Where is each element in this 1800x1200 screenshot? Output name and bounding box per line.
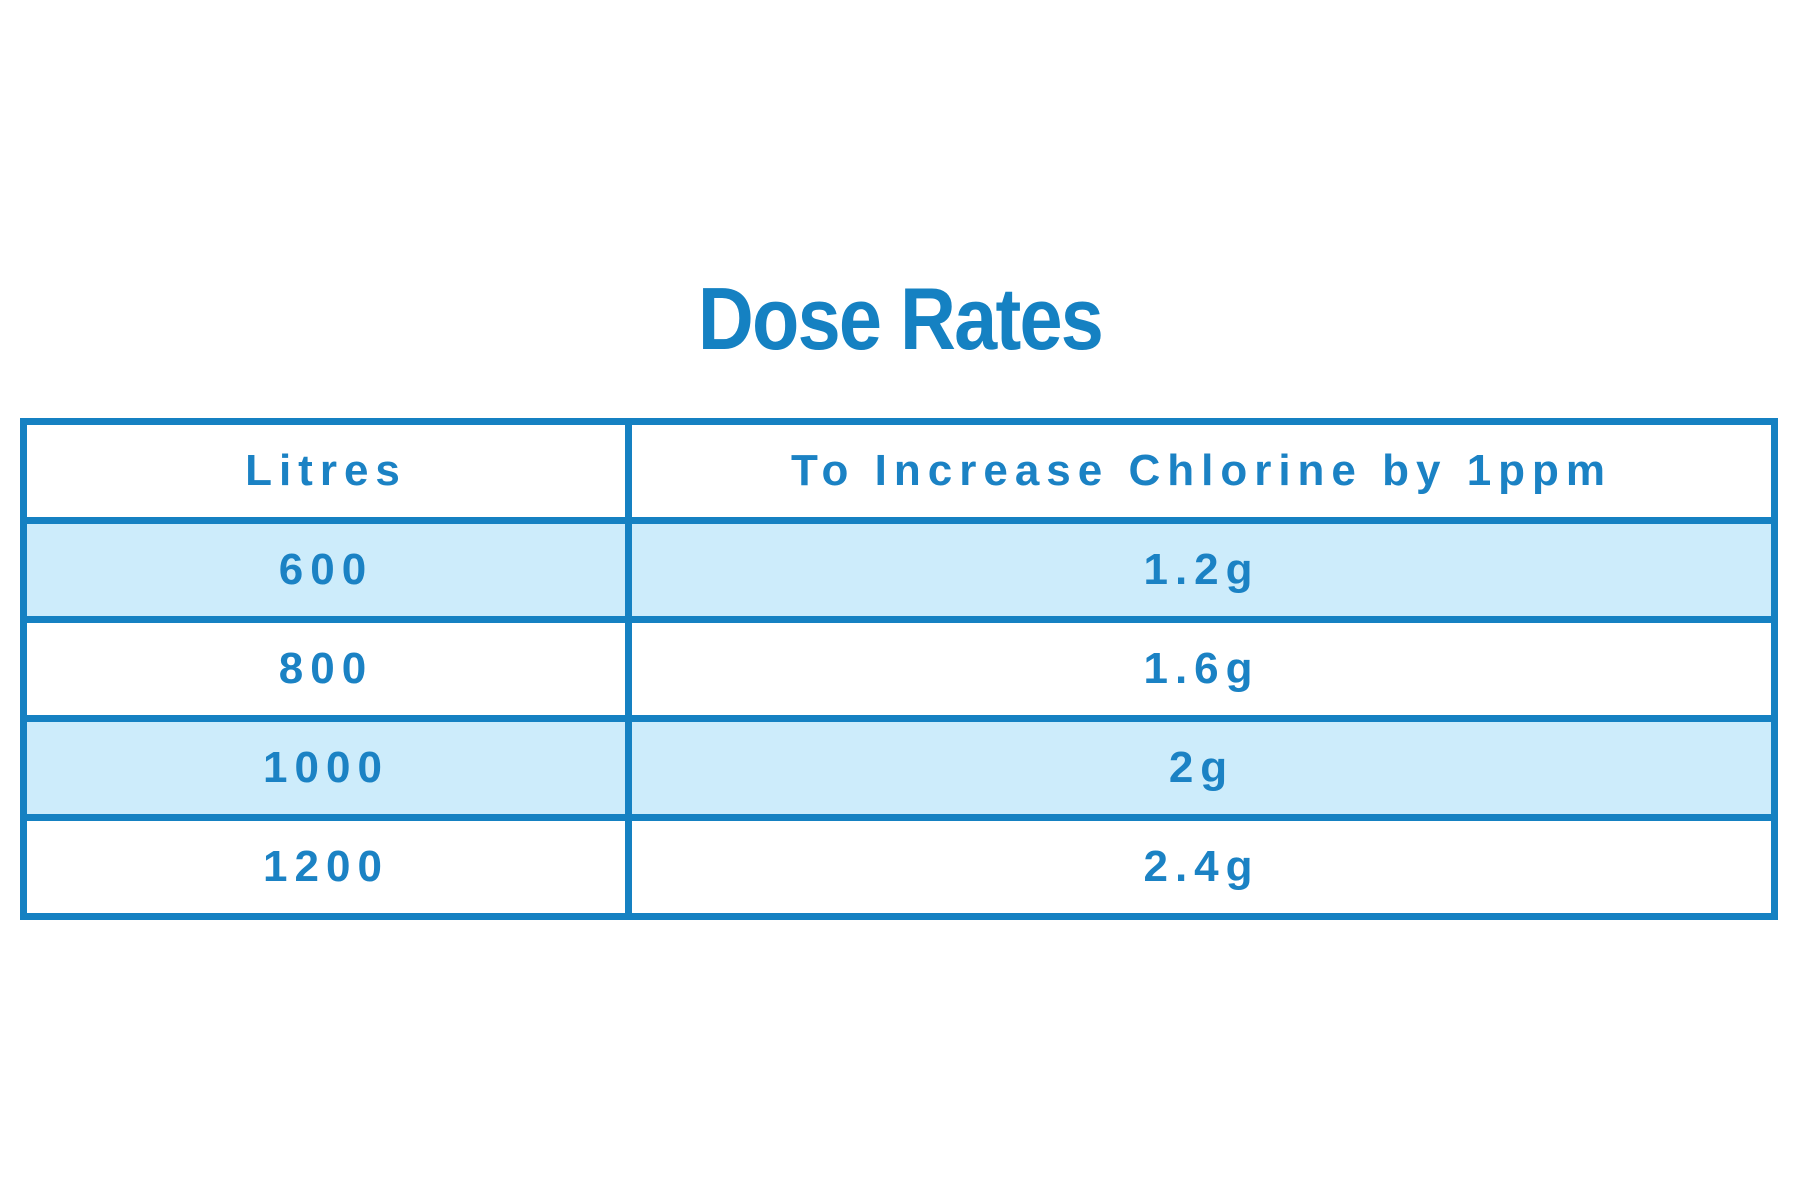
- cell-litres: 800: [20, 616, 632, 722]
- cell-dose: 1.2g: [625, 517, 1778, 623]
- column-header-chlorine-dose: To Increase Chlorine by 1ppm: [625, 418, 1778, 524]
- cell-litres: 600: [20, 517, 632, 623]
- table-row: 800 1.6g: [20, 616, 1778, 722]
- cell-dose: 2g: [625, 715, 1778, 821]
- cell-litres: 1000: [20, 715, 632, 821]
- table-row: 1000 2g: [20, 715, 1778, 821]
- column-header-litres: Litres: [20, 418, 632, 524]
- table-row: 1200 2.4g: [20, 814, 1778, 920]
- page-title: Dose Rates: [697, 269, 1104, 368]
- cell-dose: 1.6g: [625, 616, 1778, 722]
- cell-litres: 1200: [20, 814, 632, 920]
- cell-dose: 2.4g: [625, 814, 1778, 920]
- header-row: Litres To Increase Chlorine by 1ppm: [20, 418, 1778, 524]
- table-row: 600 1.2g: [20, 517, 1778, 623]
- dose-rates-table: Litres To Increase Chlorine by 1ppm 600 …: [20, 418, 1778, 920]
